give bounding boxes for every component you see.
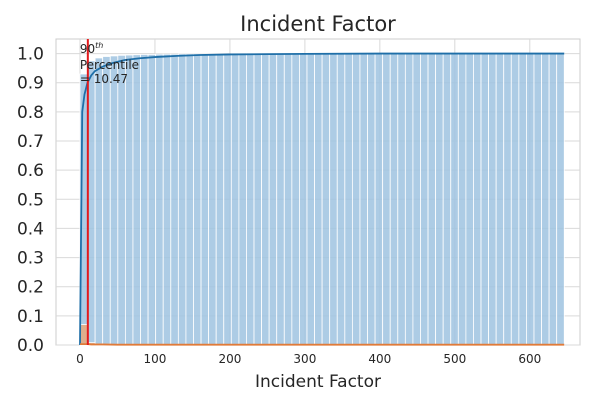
y-tick-label: 0.3 <box>17 249 44 269</box>
x-tick-label: 300 <box>293 352 316 366</box>
x-tick-label: 400 <box>368 352 391 366</box>
histogram-bar <box>442 53 452 346</box>
histogram-bar <box>238 53 247 346</box>
histogram-bar <box>495 53 505 346</box>
histogram-bar <box>412 53 421 346</box>
histogram-bar <box>503 53 512 346</box>
y-tick-label: 0.1 <box>17 307 44 327</box>
histogram-bar <box>329 53 338 346</box>
histogram-bar <box>389 53 399 346</box>
histogram-bar <box>314 53 323 346</box>
x-tick-label: 200 <box>218 352 241 366</box>
histogram-bar <box>283 53 293 346</box>
histogram-bar <box>541 53 550 346</box>
histogram-bar <box>321 53 331 346</box>
y-tick-label: 0.6 <box>17 161 44 181</box>
chart-title: Incident Factor <box>240 12 396 36</box>
histogram-bar <box>344 53 353 346</box>
histogram-bar <box>124 54 134 346</box>
histogram-bar <box>185 53 194 346</box>
histogram-bar <box>117 54 126 346</box>
x-tick-label: 100 <box>143 352 166 366</box>
histogram-bar <box>382 53 391 346</box>
x-axis-label: Incident Factor <box>255 372 381 392</box>
histogram-bar <box>556 53 565 346</box>
histogram-bar <box>246 53 255 346</box>
histogram-bar <box>109 55 119 346</box>
y-tick-label: 1.0 <box>17 45 44 65</box>
histogram-bar <box>215 53 225 346</box>
y-axis: 0.0 0.1 0.2 0.3 0.4 0.5 0.6 0.7 0.8 0.9 1.0 <box>17 45 44 356</box>
histogram-bar <box>132 54 141 346</box>
histogram-bar <box>261 53 270 346</box>
histogram-bar <box>548 53 558 346</box>
y-tick-label: 0.9 <box>17 74 44 94</box>
histogram-bar <box>480 53 489 346</box>
histogram-bar <box>79 324 88 346</box>
histogram-bar <box>253 53 262 346</box>
y-tick-label: 0.7 <box>17 132 44 152</box>
histogram-bar <box>268 53 278 346</box>
histogram-bar <box>200 53 210 346</box>
percentile-label-sup: th <box>95 41 103 50</box>
histogram-bar <box>488 53 497 346</box>
percentile-label-word: Percentile <box>80 58 139 72</box>
y-tick-label: 0.2 <box>17 278 44 298</box>
histogram-bar <box>359 53 368 346</box>
histogram-bar <box>420 53 429 346</box>
histogram-bar <box>162 53 172 346</box>
histogram-bar <box>223 53 232 346</box>
histogram-bar <box>208 53 217 346</box>
histogram-bar <box>306 53 315 346</box>
x-axis: 0 100 200 300 400 500 600 <box>76 352 541 366</box>
histogram-bar <box>276 53 285 346</box>
percentile-label-value: = 10.47 <box>80 72 128 86</box>
histogram-bar <box>193 53 202 346</box>
histogram-bar <box>367 53 376 346</box>
histogram-bar <box>526 53 535 346</box>
histogram-bar <box>435 53 444 346</box>
x-tick-label: 0 <box>76 352 84 366</box>
y-tick-label: 0.4 <box>17 219 44 239</box>
histogram-bar <box>94 57 104 346</box>
histogram-bar <box>299 53 308 346</box>
y-tick-label: 0.8 <box>17 103 44 123</box>
x-tick-label: 600 <box>518 352 541 366</box>
histogram-bar <box>177 53 187 346</box>
histogram-bar <box>170 53 179 346</box>
histogram-bar <box>147 54 157 346</box>
y-tick-label: 0.0 <box>17 336 44 356</box>
y-tick-label: 0.5 <box>17 190 44 210</box>
histogram-bar <box>291 53 300 346</box>
histogram-bar <box>457 53 467 346</box>
histogram-bar <box>450 53 459 346</box>
histogram-bar <box>397 53 406 346</box>
density-line <box>79 343 565 346</box>
histogram-bar <box>374 53 384 346</box>
histogram-bar <box>230 53 240 346</box>
histogram-bar <box>465 53 474 346</box>
histogram-bar <box>518 53 527 346</box>
histogram-bar <box>510 53 520 346</box>
histogram-bar <box>336 53 346 346</box>
x-tick-label: 500 <box>443 352 466 366</box>
histogram-bar <box>473 53 482 346</box>
histogram-bar <box>102 56 111 346</box>
histogram-bar <box>404 53 414 346</box>
histogram-bar <box>351 53 361 346</box>
histogram-bar <box>155 53 164 346</box>
histogram-bar <box>427 53 437 346</box>
histogram-bar <box>533 53 542 346</box>
histogram-bar <box>140 54 149 346</box>
cumulative-histogram <box>79 53 565 346</box>
